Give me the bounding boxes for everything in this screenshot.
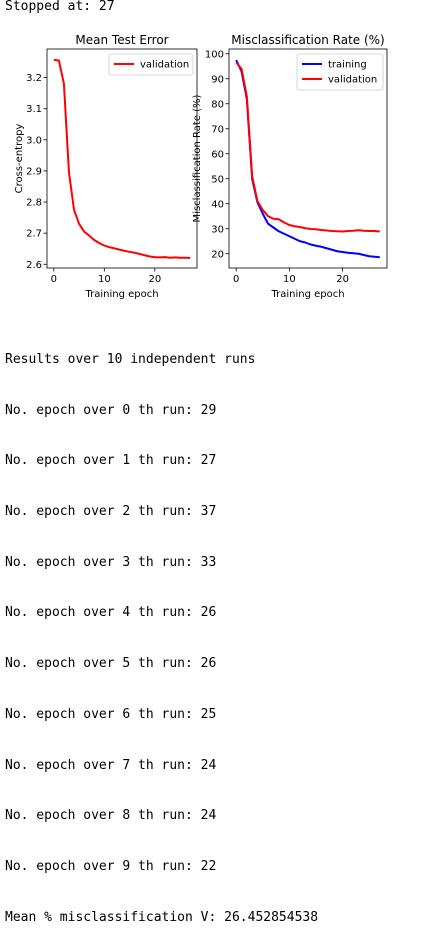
legend-label-training: training [328,60,367,71]
y-tick-label: 20 [211,249,224,260]
legend-label-validation: validation [140,60,189,71]
run-line: No. epoch over 3 th run: 33 [5,554,217,570]
y-tick-label: 2.6 [26,260,42,271]
y-tick-label: 80 [211,99,224,110]
y-tick-label: 2.7 [26,229,42,240]
y-axis-label: Cross-entropy [14,124,25,194]
x-tick-label: 0 [233,274,239,285]
x-tick-label: 10 [98,274,111,285]
y-tick-label: 3.1 [26,104,42,115]
legend: validation [108,53,194,76]
run-line: No. epoch over 8 th run: 24 [5,808,217,824]
y-tick-label: 2.9 [26,166,42,177]
y-tick-label: 3.2 [26,73,42,84]
plot-frame [228,48,388,269]
x-axis-label: Training epoch [84,289,158,300]
run-line: No. epoch over 7 th run: 24 [5,757,217,773]
results-summary: Mean % misclassification V: 26.452854538 [5,909,319,925]
series-line-training [235,59,380,259]
mean-test-error-chart: Mean Test Error 0 10 20 2.6 2.7 2.8 2.9 3.0 3.1 3.… [14,33,198,300]
y-tick-label: 50 [211,174,224,185]
x-axis-label: Training epoch [270,289,344,300]
plot-frame [46,48,198,269]
y-tick-label: 100 [205,49,224,60]
y-tick-label: 90 [211,74,224,85]
training-curves-figure: Mean Test Error 0 10 20 2.6 2.7 2.8 2.9 3.0 3.1 3.… [14,33,388,300]
y-tick-label: 3.0 [26,135,42,146]
y-tick-label: 60 [211,149,224,160]
legend: training validation [296,53,384,91]
y-tick-label: 30 [211,224,224,235]
x-tick-label: 0 [51,274,57,285]
series-line-validation [235,61,380,233]
y-tick-label: 70 [211,124,224,135]
x-tick-label: 10 [283,274,296,285]
y-axis-label: Misclassification Rate (%) [192,94,203,222]
chart-title: Mean Test Error [75,33,168,47]
run-line: No. epoch over 4 th run: 26 [5,605,217,621]
run-line: No. epoch over 0 th run: 29 [5,402,217,418]
chart-title: Misclassification Rate (%) [231,33,384,47]
run-line: No. epoch over 2 th run: 37 [5,503,217,519]
x-tick-label: 20 [336,274,349,285]
run-line: No. epoch over 6 th run: 25 [5,706,217,722]
legend-label-validation: validation [328,75,377,86]
x-tick-label: 20 [148,274,161,285]
results-heading: Results over 10 independent runs [5,351,256,367]
y-tick-label: 2.8 [26,198,42,209]
legend-box [108,53,194,76]
y-tick-label: 40 [211,199,224,210]
run-line: No. epoch over 1 th run: 27 [5,453,217,469]
run-line: No. epoch over 9 th run: 22 [5,859,217,874]
run-line: No. epoch over 5 th run: 26 [5,656,217,672]
series-line-validation [53,58,191,260]
results-output: Results over 10 independent runs No. epo… [5,318,318,944]
stopped-at-text: Stopped at: 27 [5,0,115,14]
misclassification-rate-chart: Misclassification Rate (%) 0 10 20 20 30 40 50 6… [192,33,388,300]
